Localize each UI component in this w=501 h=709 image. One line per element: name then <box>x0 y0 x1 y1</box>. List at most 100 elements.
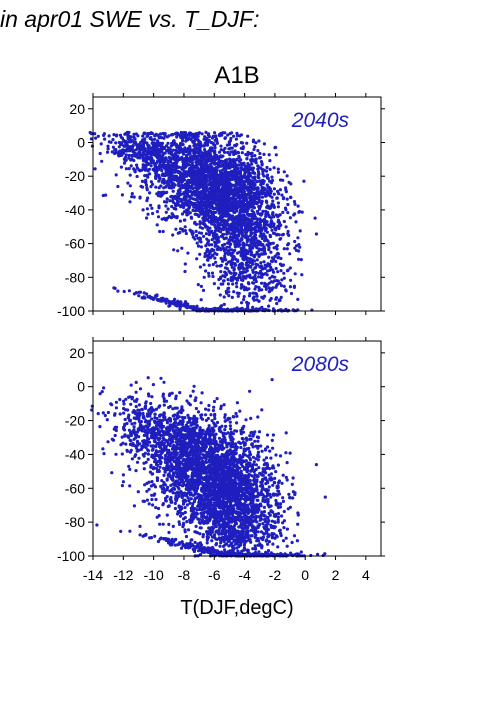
scatter-point <box>153 152 157 156</box>
scatter-point <box>260 163 264 167</box>
scatter-point <box>157 206 161 210</box>
scatter-point <box>232 219 236 223</box>
scatter-point <box>112 133 116 137</box>
scatter-point <box>199 197 203 201</box>
scatter-point <box>264 287 268 291</box>
scatter-point <box>127 130 131 135</box>
scatter-point <box>268 159 272 163</box>
scatter-point <box>240 151 244 155</box>
scatter-point <box>145 498 149 502</box>
scatter-point <box>282 271 286 275</box>
scatter-point <box>274 296 279 300</box>
scatter-point <box>167 214 171 219</box>
scatter-point <box>212 171 216 175</box>
scatter-point <box>258 151 262 156</box>
scatter-point <box>261 186 265 191</box>
scatter-point <box>171 132 175 137</box>
scatter-point <box>251 201 255 205</box>
scatter-point <box>268 191 272 195</box>
scatter-point <box>239 188 243 192</box>
scatter-point <box>198 252 202 256</box>
scatter-point <box>155 210 159 214</box>
scatter-point <box>104 193 108 197</box>
scatter-point <box>236 259 240 263</box>
scatter-point <box>255 202 259 206</box>
scatter-point <box>208 251 212 255</box>
scatter-point <box>244 263 248 267</box>
scatter-point <box>276 218 281 222</box>
scatter-point <box>263 272 268 276</box>
scatter-point <box>285 461 289 465</box>
scatter-point <box>154 185 158 189</box>
scatter-point <box>251 270 255 274</box>
scatter-point <box>244 249 248 253</box>
scatter-point <box>120 141 124 145</box>
scatter-point <box>173 155 177 159</box>
scatter-point <box>191 305 195 309</box>
scatter-point <box>252 147 256 152</box>
scatter-point <box>232 152 236 157</box>
scatter-point <box>188 195 192 199</box>
scatter-point <box>166 159 170 163</box>
scatter-point <box>173 141 177 145</box>
scatter-point <box>258 156 262 160</box>
scatter-point <box>240 163 244 167</box>
scatter-point <box>242 202 246 206</box>
scatter-point <box>218 264 222 268</box>
scatter-point <box>173 183 177 187</box>
scatter-point <box>217 174 221 178</box>
scatter-point <box>253 154 257 158</box>
scatter-point <box>239 246 243 250</box>
scatter-point <box>239 166 243 170</box>
scatter-point <box>154 176 158 180</box>
scatter-point <box>188 155 192 159</box>
scatter-point <box>167 183 171 187</box>
scatter-point <box>202 155 206 160</box>
scatter-point <box>137 150 141 154</box>
scatter-point <box>138 156 142 160</box>
scatter-point <box>193 182 197 186</box>
scatter-point <box>178 230 182 235</box>
scatter-point <box>225 223 229 227</box>
scatter-point <box>166 167 170 172</box>
scatter-point <box>148 172 152 176</box>
y-tick-label: -40 <box>65 202 85 218</box>
scatter-point <box>123 155 128 159</box>
scatter-point <box>223 415 227 419</box>
scatter-point <box>267 304 271 308</box>
scatter-point <box>229 253 233 257</box>
scatter-point <box>161 229 165 234</box>
scatter-point <box>221 184 225 188</box>
scatter-point <box>254 141 258 145</box>
scatter-point <box>208 175 212 179</box>
scatter-point <box>181 198 185 202</box>
scatter-point <box>259 192 263 196</box>
scatter-point <box>248 234 252 238</box>
scatter-point <box>274 228 278 232</box>
scatter-point <box>255 180 259 184</box>
scatter-point <box>183 262 187 266</box>
scatter-point <box>199 245 203 249</box>
scatter-point <box>276 167 280 171</box>
scatter-point <box>260 219 264 223</box>
scatter-point <box>135 154 139 158</box>
scatter-point <box>183 184 187 189</box>
scatter-point <box>173 297 177 301</box>
scatter-point <box>259 160 264 164</box>
scatter-point <box>184 197 188 201</box>
scatter-point <box>184 134 188 138</box>
scatter-point <box>191 190 195 194</box>
scatter-points <box>90 376 327 558</box>
scatter-point <box>105 150 110 154</box>
scatter-point <box>233 143 237 148</box>
scatter-point <box>257 275 261 279</box>
scatter-point <box>245 239 249 244</box>
scatter-point <box>259 261 263 265</box>
scatter-point <box>293 272 297 276</box>
scatter-point <box>151 503 155 507</box>
scatter-point <box>156 139 160 143</box>
scatter-point <box>165 297 169 302</box>
scatter-point <box>223 136 227 140</box>
scatter-point <box>282 170 286 174</box>
